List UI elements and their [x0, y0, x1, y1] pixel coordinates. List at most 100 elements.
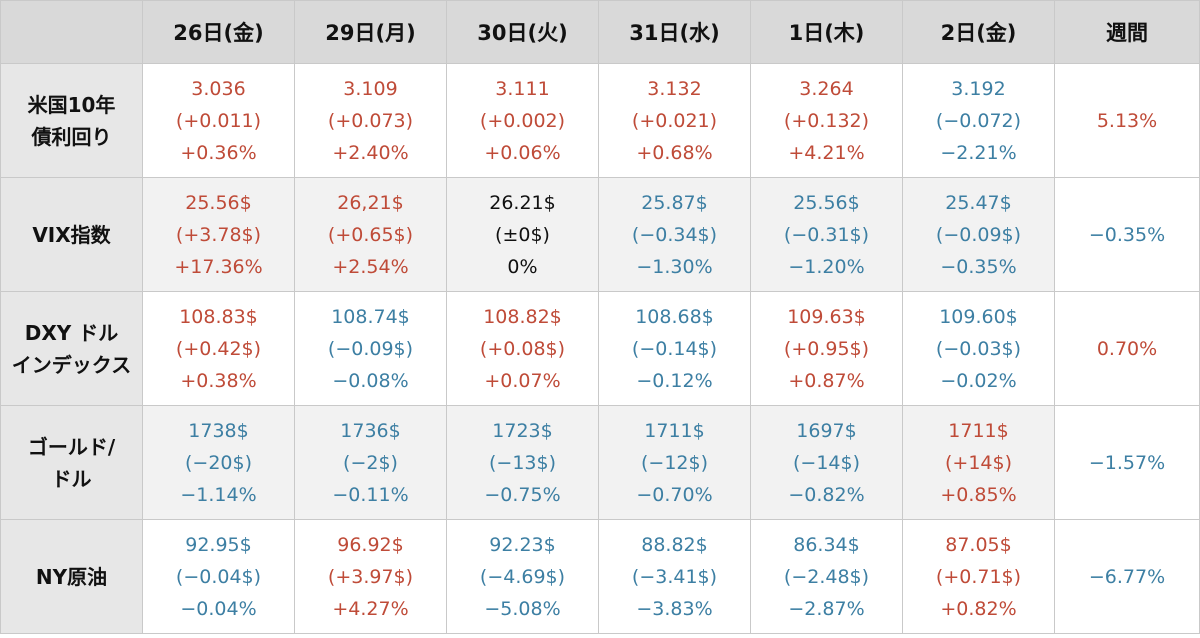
price-change: (+0.073)	[327, 109, 414, 132]
row-label: DXY ドル インデックス	[0, 291, 143, 406]
price-cell: 87.05$ (+0.71$) +0.82%	[902, 519, 1055, 634]
row-label-line: ゴールド/	[27, 434, 116, 459]
price-value: 3.192	[951, 77, 1006, 100]
price-change: (−0.04$)	[175, 565, 262, 588]
price-change: (−13$)	[488, 451, 556, 474]
price-cell: 1738$ (−20$) −1.14%	[142, 405, 295, 520]
header-day-5: 1日(木)	[750, 0, 903, 64]
price-value: 92.23$	[489, 533, 556, 556]
price-value: 3.132	[647, 77, 702, 100]
price-change: (−2.48$)	[783, 565, 870, 588]
table-row: VIX指数 25.56$ (+3.78$) +17.36% 26,21$ (+0.65$)…	[0, 177, 1200, 292]
price-change-percent: −0.04%	[180, 597, 257, 620]
header-row: 26日(金) 29日(月) 30日(火) 31日(水) 1日(木) 2日(金) …	[0, 0, 1200, 64]
price-value: 3.109	[343, 77, 398, 100]
row-label: VIX指数	[0, 177, 143, 292]
price-cell: 25.47$ (−0.09$) −0.35%	[902, 177, 1055, 292]
price-change-percent: +0.06%	[484, 141, 561, 164]
price-value: 1723$	[492, 419, 553, 442]
header-day-4: 31日(水)	[598, 0, 751, 64]
price-change: (−2$)	[343, 451, 398, 474]
price-change: (+0.021)	[631, 109, 718, 132]
price-change: (−14$)	[792, 451, 860, 474]
price-change: (+3.97$)	[327, 565, 414, 588]
price-cell: 3.264 (+0.132) +4.21%	[750, 63, 903, 178]
price-value: 108.83$	[179, 305, 258, 328]
price-change-percent: −0.70%	[636, 483, 713, 506]
price-cell: 25.87$ (−0.34$) −1.30%	[598, 177, 751, 292]
price-change-percent: +4.21%	[788, 141, 865, 164]
table-header: 26日(金) 29日(月) 30日(火) 31日(水) 1日(木) 2日(金) …	[0, 0, 1200, 64]
price-change-percent: 0%	[507, 255, 538, 278]
price-change-percent: +17.36%	[174, 255, 263, 278]
price-cell: 96.92$ (+3.97$) +4.27%	[294, 519, 447, 634]
price-change: (−20$)	[184, 451, 252, 474]
price-value: 1711$	[644, 419, 705, 442]
table-row: DXY ドル インデックス 108.83$ (+0.42$) +0.38% 108.74$…	[0, 291, 1200, 406]
row-label-line: DXY ドル	[24, 320, 119, 345]
price-cell: 26.21$ (±0$) 0%	[446, 177, 599, 292]
price-change-percent: +0.87%	[788, 369, 865, 392]
price-cell: 108.74$ (−0.09$) −0.08%	[294, 291, 447, 406]
price-change: (−0.14$)	[631, 337, 718, 360]
price-cell: 88.82$ (−3.41$) −3.83%	[598, 519, 751, 634]
price-change-percent: −2.87%	[788, 597, 865, 620]
weekly-change-cell: −0.35%	[1054, 177, 1200, 292]
price-cell: 86.34$ (−2.48$) −2.87%	[750, 519, 903, 634]
price-change-percent: −2.21%	[940, 141, 1017, 164]
price-change-percent: −1.14%	[180, 483, 257, 506]
price-value: 87.05$	[945, 533, 1012, 556]
price-change: (+14$)	[944, 451, 1012, 474]
weekly-change-cell: −1.57%	[1054, 405, 1200, 520]
header-day-2: 29日(月)	[294, 0, 447, 64]
header-day-1: 26日(金)	[142, 0, 295, 64]
row-label: 米国10年 債利回り	[0, 63, 143, 178]
price-change: (−0.072)	[935, 109, 1022, 132]
price-cell: 1697$ (−14$) −0.82%	[750, 405, 903, 520]
price-change-percent: −1.20%	[788, 255, 865, 278]
price-cell: 1711$ (+14$) +0.85%	[902, 405, 1055, 520]
price-change: (+0.002)	[479, 109, 566, 132]
price-cell: 1711$ (−12$) −0.70%	[598, 405, 751, 520]
price-change-percent: −0.82%	[788, 483, 865, 506]
price-change-percent: +0.68%	[636, 141, 713, 164]
row-label-line: VIX指数	[32, 222, 111, 247]
price-cell: 3.036 (+0.011) +0.36%	[142, 63, 295, 178]
price-value: 1711$	[948, 419, 1009, 442]
price-cell: 1723$ (−13$) −0.75%	[446, 405, 599, 520]
price-change-percent: −0.12%	[636, 369, 713, 392]
price-change-percent: −0.08%	[332, 369, 409, 392]
price-cell: 108.68$ (−0.14$) −0.12%	[598, 291, 751, 406]
price-change: (−0.34$)	[631, 223, 718, 246]
row-label-line: インデックス	[11, 352, 132, 377]
price-change-percent: +0.85%	[940, 483, 1017, 506]
price-change: (−12$)	[640, 451, 708, 474]
price-value: 26.21$	[489, 191, 556, 214]
header-day-6: 2日(金)	[902, 0, 1055, 64]
price-change: (+0.42$)	[175, 337, 262, 360]
price-change: (−0.31$)	[783, 223, 870, 246]
price-value: 92.95$	[185, 533, 252, 556]
price-value: 1697$	[796, 419, 857, 442]
price-change-percent: −5.08%	[484, 597, 561, 620]
price-cell: 3.111 (+0.002) +0.06%	[446, 63, 599, 178]
price-change: (+0.65$)	[327, 223, 414, 246]
row-label: ゴールド/ドル	[0, 405, 143, 520]
table-row: ゴールド/ドル 1738$ (−20$) −1.14% 1736$ (−2$) −0.11%…	[0, 405, 1200, 520]
table-row: 米国10年 債利回り 3.036 (+0.011) +0.36% 3.109 (+0.073…	[0, 63, 1200, 178]
price-change: (+0.011)	[175, 109, 262, 132]
table-row: NY原油 92.95$ (−0.04$) −0.04% 96.92$ (+3.97$) +4…	[0, 519, 1200, 634]
price-cell: 109.60$ (−0.03$) −0.02%	[902, 291, 1055, 406]
price-change-percent: +2.40%	[332, 141, 409, 164]
price-cell: 25.56$ (+3.78$) +17.36%	[142, 177, 295, 292]
price-value: 108.74$	[331, 305, 410, 328]
price-cell: 26,21$ (+0.65$) +2.54%	[294, 177, 447, 292]
price-change: (−3.41$)	[631, 565, 718, 588]
price-cell: 3.132 (+0.021) +0.68%	[598, 63, 751, 178]
header-weekly: 週間	[1054, 0, 1200, 64]
price-change-percent: −0.11%	[332, 483, 409, 506]
price-cell: 1736$ (−2$) −0.11%	[294, 405, 447, 520]
price-value: 3.111	[495, 77, 550, 100]
price-value: 109.60$	[939, 305, 1018, 328]
